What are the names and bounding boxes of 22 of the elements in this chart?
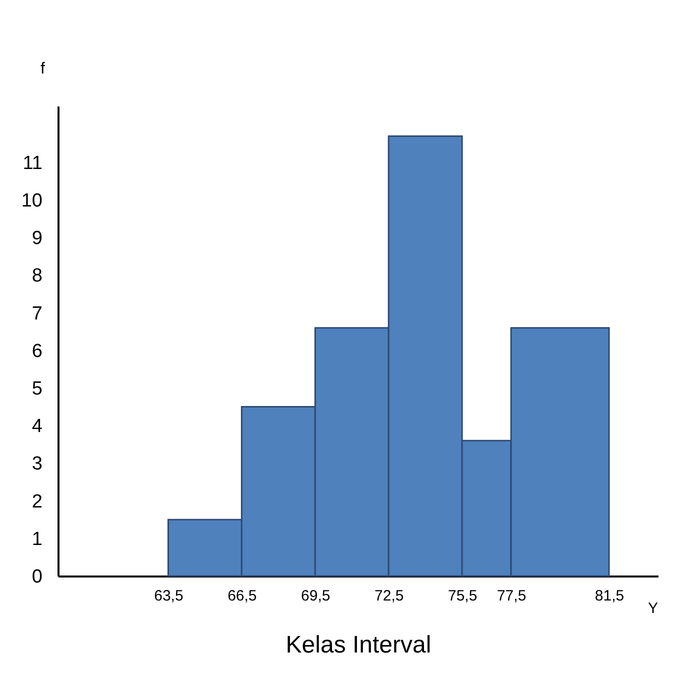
x-tick-label: 81,5 — [594, 588, 624, 604]
y-tick-label: 5 — [32, 378, 42, 400]
y-tick-label: 3 — [32, 454, 42, 475]
x-tick-label: 72,5 — [374, 588, 404, 604]
y-tick-label: 1 — [32, 528, 42, 550]
x-axis-title: Kelas Interval — [286, 632, 432, 658]
x-tick-label: 63,5 — [154, 588, 184, 604]
y-tick-label: 4 — [32, 416, 43, 438]
y-tick-label: 8 — [32, 266, 42, 287]
y-tick-label: 0 — [32, 566, 42, 588]
y-tick-label: 9 — [32, 228, 42, 250]
y-axis-title: f — [40, 60, 46, 78]
x-tick-label: 66,5 — [228, 588, 257, 604]
y-tick-label: 11 — [22, 152, 42, 174]
x-tick-label: 69,5 — [301, 588, 330, 604]
y-tick-label: 2 — [32, 491, 42, 512]
text: Y — [648, 600, 658, 617]
y-tick-label: 7 — [32, 303, 42, 324]
x-tick-label: 77,5 — [496, 588, 526, 604]
x-tick-label: 75,5 — [448, 588, 478, 604]
y-tick-label: 6 — [32, 340, 42, 362]
y-tick-label: 10 — [21, 190, 42, 212]
